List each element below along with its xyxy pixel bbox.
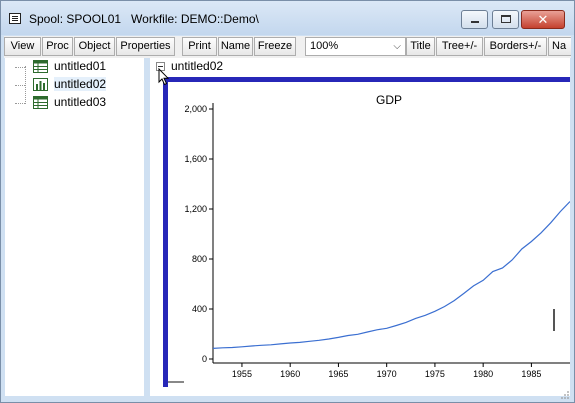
toolbar: View Proc Object Properties Print Name F… [4,36,571,58]
chart-title: GDP [376,93,402,107]
name-overflow-button[interactable]: Na [548,37,571,56]
tree-branch [15,67,25,68]
minimize-icon [471,21,479,23]
tree-toggle-button[interactable]: Tree+/- [436,37,483,56]
properties-button[interactable]: Properties [116,37,175,56]
graph-frame[interactable] [163,77,570,387]
mouse-cursor-icon [158,68,170,86]
tree-branch [15,103,25,104]
y-tick-label: 800 [192,254,207,264]
tree-item-label: untitled02 [54,77,107,91]
minimize-button[interactable] [461,10,488,29]
table-icon [33,60,48,73]
maximize-icon [501,15,511,23]
spool-tree: untitled01 untitled02 untitled03 [5,58,145,396]
gdp-series-line [212,201,570,349]
x-tick-label: 1970 [377,369,397,379]
object-label: untitled02 [171,59,224,73]
chevron-down-icon: ⌵ [393,41,401,52]
title-button[interactable]: Title [406,37,435,56]
x-tick-label: 1985 [521,369,541,379]
zoom-select[interactable]: 100% ⌵ [305,37,406,56]
freeze-button[interactable]: Freeze [254,37,296,56]
maximize-button[interactable] [492,10,519,29]
vertical-scroll-thumb[interactable] [553,309,555,331]
horizontal-scroll-thumb[interactable] [168,381,184,383]
resize-grip-icon[interactable] [560,390,570,400]
proc-button[interactable]: Proc [42,37,73,56]
window-title: Spool: SPOOL01 Workfile: DEMO::Demo\ [29,12,259,26]
y-tick-label: 1,200 [184,204,207,214]
view-button[interactable]: View [4,37,41,56]
close-button[interactable]: ✕ [521,10,565,29]
y-tick-label: 0 [202,354,207,364]
table-icon [33,96,48,109]
tree-branch [15,85,25,86]
y-tick-label: 400 [192,304,207,314]
object-button[interactable]: Object [74,37,115,56]
x-tick-label: 1965 [328,369,348,379]
tree-connector [25,66,26,104]
borders-toggle-button[interactable]: Borders+/- [484,37,547,56]
y-tick-label: 2,000 [184,104,207,114]
spool-app-icon[interactable] [9,13,21,24]
y-tick-label: 1,600 [184,154,207,164]
gdp-line-chart: GDP 0 400 800 1,200 1,600 2,000 1955 1960 1965 197… [184,93,570,379]
spool-content-pane: untitled02 GDP 0 400 800 1,200 1,600 2,000 1955… [150,58,570,396]
pane-splitter[interactable] [144,58,150,396]
zoom-value: 100% [310,40,339,52]
name-button[interactable]: Name [218,37,253,56]
title-bar[interactable]: Spool: SPOOL01 Workfile: DEMO::Demo\ ✕ [1,1,574,35]
graph-icon [33,78,48,91]
x-tick-label: 1975 [425,369,445,379]
tree-item-label: untitled03 [54,95,107,109]
print-button[interactable]: Print [182,37,217,56]
x-tick-label: 1955 [232,369,252,379]
tree-item-label: untitled01 [54,59,107,73]
x-tick-label: 1960 [280,369,300,379]
close-icon: ✕ [537,12,549,27]
x-tick-label: 1980 [473,369,493,379]
